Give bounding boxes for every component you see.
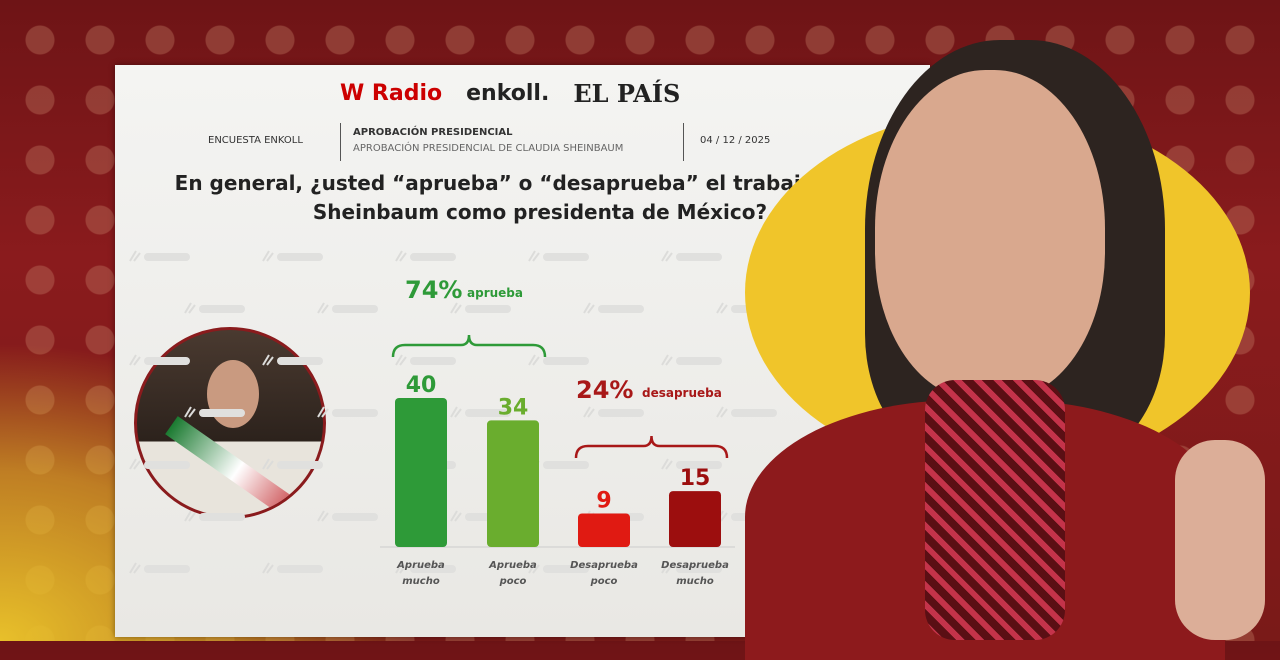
topic-title: APROBACIÓN PRESIDENCIAL bbox=[353, 127, 513, 138]
bar bbox=[669, 491, 721, 547]
group-percent: 74% bbox=[405, 276, 462, 304]
date: 04 / 12 / 2025 bbox=[700, 135, 771, 146]
watermark-mark bbox=[199, 409, 245, 417]
watermark-logo bbox=[450, 510, 462, 522]
watermark-logo bbox=[129, 562, 141, 574]
watermark-logo bbox=[661, 250, 673, 262]
bar bbox=[395, 398, 447, 547]
watermark-logo bbox=[129, 250, 141, 262]
watermark-logo bbox=[528, 354, 540, 366]
category-label: mucho bbox=[676, 576, 714, 587]
watermark-logo bbox=[395, 354, 407, 366]
watermark-mark bbox=[144, 253, 190, 261]
watermark-logo bbox=[450, 302, 462, 314]
watermark-logo bbox=[129, 458, 141, 470]
watermark-mark bbox=[277, 357, 323, 365]
watermark-logo bbox=[317, 406, 329, 418]
watermark-mark bbox=[543, 565, 589, 573]
watermark-logo bbox=[129, 354, 141, 366]
watermark-logo bbox=[262, 250, 274, 262]
watermark-mark bbox=[465, 409, 511, 417]
watermark-mark bbox=[598, 409, 644, 417]
watermark-mark bbox=[410, 357, 456, 365]
watermark-logo bbox=[716, 406, 728, 418]
bar-value-label: 9 bbox=[596, 488, 611, 513]
bar-value-label: 40 bbox=[406, 373, 437, 398]
bar bbox=[487, 420, 539, 547]
watermark-logo bbox=[317, 510, 329, 522]
watermark-mark bbox=[676, 253, 722, 261]
group-label: desaprueba bbox=[642, 386, 722, 400]
watermark-mark bbox=[676, 461, 722, 469]
category-label: Desaprueba bbox=[570, 560, 638, 571]
category-label: Aprueba bbox=[488, 560, 537, 571]
watermark-mark bbox=[410, 565, 456, 573]
watermark-logo bbox=[528, 562, 540, 574]
watermark-logo bbox=[661, 458, 673, 470]
survey-label: ENCUESTA ENKOLL bbox=[208, 135, 303, 146]
watermark-logo bbox=[184, 302, 196, 314]
w-radio-logo: W Radio bbox=[340, 81, 443, 106]
watermark-mark bbox=[144, 565, 190, 573]
watermark-logo bbox=[184, 406, 196, 418]
watermark-mark bbox=[410, 253, 456, 261]
divider bbox=[683, 123, 684, 161]
el-pais-logo: EL PAÍS bbox=[573, 79, 681, 108]
watermark-mark bbox=[332, 409, 378, 417]
watermark-logo bbox=[661, 354, 673, 366]
group-brace bbox=[391, 334, 547, 358]
category-label: poco bbox=[499, 576, 527, 587]
watermark-mark bbox=[199, 305, 245, 313]
bar-chart: 40 Aprueba mucho 34 Aprueba poco 9 Desaprueba po… bbox=[129, 250, 777, 587]
president-photo bbox=[745, 40, 1265, 660]
group-brace bbox=[574, 435, 729, 459]
watermark-mark bbox=[676, 565, 722, 573]
watermark-mark bbox=[277, 461, 323, 469]
watermark-mark bbox=[598, 305, 644, 313]
watermark-mark bbox=[199, 513, 245, 521]
watermark-logo bbox=[184, 510, 196, 522]
watermark-mark bbox=[465, 305, 511, 313]
watermark-mark bbox=[731, 409, 777, 417]
watermark-logo bbox=[262, 458, 274, 470]
watermark-mark bbox=[144, 461, 190, 469]
group-label: aprueba bbox=[467, 286, 523, 300]
watermark-mark bbox=[676, 357, 722, 365]
watermark-logo bbox=[661, 562, 673, 574]
watermark-logo bbox=[317, 302, 329, 314]
watermark-logo bbox=[528, 250, 540, 262]
watermark-logo bbox=[395, 562, 407, 574]
enkoll-logo: enkoll. bbox=[466, 81, 550, 106]
watermark-logo bbox=[583, 406, 595, 418]
category-label: poco bbox=[590, 576, 618, 587]
watermark-mark bbox=[332, 305, 378, 313]
watermark-logo bbox=[583, 302, 595, 314]
watermark-logo bbox=[395, 250, 407, 262]
bar-value-label: 15 bbox=[680, 466, 711, 491]
watermark-mark bbox=[144, 357, 190, 365]
watermark-mark bbox=[277, 565, 323, 573]
watermark-logo bbox=[262, 354, 274, 366]
watermark-mark bbox=[543, 253, 589, 261]
divider bbox=[340, 123, 341, 161]
topic-subtitle: APROBACIÓN PRESIDENCIAL DE CLAUDIA SHEIN… bbox=[353, 143, 624, 154]
category-label: mucho bbox=[402, 576, 440, 587]
question: En general, ¿usted “aprueba” o “desaprue… bbox=[174, 171, 906, 224]
watermark-mark bbox=[543, 357, 589, 365]
watermark-logo bbox=[262, 562, 274, 574]
watermark-mark bbox=[277, 253, 323, 261]
group-percent: 24% bbox=[576, 376, 633, 404]
bar-value-label: 34 bbox=[498, 395, 529, 420]
category-label: Aprueba bbox=[396, 560, 445, 571]
watermark-mark bbox=[332, 513, 378, 521]
watermark-logo bbox=[716, 302, 728, 314]
watermark-mark bbox=[543, 461, 589, 469]
bar bbox=[578, 513, 630, 547]
logos: W Radio enkoll. EL PAÍS bbox=[340, 79, 680, 108]
watermark-logo bbox=[450, 406, 462, 418]
category-label: Desaprueba bbox=[661, 560, 729, 571]
